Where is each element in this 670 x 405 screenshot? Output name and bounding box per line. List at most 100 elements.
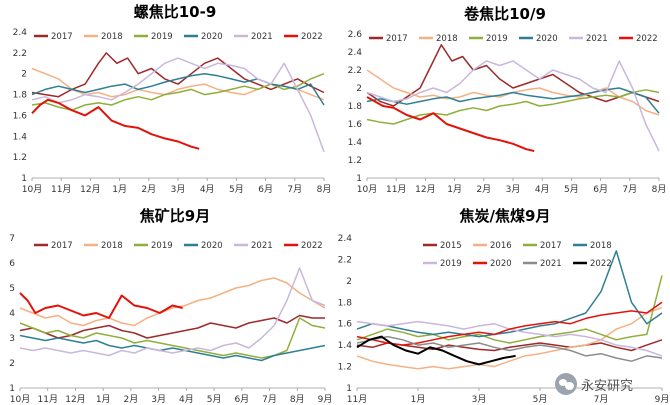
y-tick-label: 1.2 xyxy=(348,156,362,166)
legend-label-2018: 2018 xyxy=(436,34,458,44)
y-tick-label: 1.2 xyxy=(338,363,352,373)
legend-label-2015: 2015 xyxy=(440,241,462,251)
x-tick-label: 10月 xyxy=(357,184,377,195)
series-line-2017 xyxy=(31,52,325,98)
legend-label-2020: 2020 xyxy=(536,34,558,44)
legend-label-2019: 2019 xyxy=(440,259,462,269)
legend-label-2020: 2020 xyxy=(201,32,223,42)
series-line-2020 xyxy=(31,72,325,106)
legend-label-2022: 2022 xyxy=(301,241,323,251)
x-tick-label: 2月 xyxy=(124,394,139,405)
y-tick-label: 2.4 xyxy=(348,48,363,58)
chart-title: 卷焦比10/9 xyxy=(463,5,546,23)
y-tick-label: 1.8 xyxy=(348,102,363,112)
series-line-2021 xyxy=(356,335,663,362)
y-tick-label: 4 xyxy=(9,309,15,319)
y-tick-label: 1 xyxy=(9,384,15,394)
x-tick-label: 1月 xyxy=(112,184,127,195)
series-line-2017 xyxy=(356,275,663,344)
x-tick-label: 6月 xyxy=(593,184,608,195)
series-line-2019 xyxy=(366,89,660,125)
legend-label-2016: 2016 xyxy=(490,241,512,251)
legend-label-2021: 2021 xyxy=(586,34,608,44)
x-tick-label: 1月 xyxy=(411,394,426,405)
x-tick-label: 5月 xyxy=(533,394,548,405)
series-line-2017 xyxy=(19,314,325,339)
legend-label-2022: 2022 xyxy=(636,34,658,44)
y-tick-label: 1.4 xyxy=(348,138,363,148)
chart-title: 焦矿比9月 xyxy=(139,207,210,225)
legend-label-2019: 2019 xyxy=(151,32,173,42)
legend-label-2020: 2020 xyxy=(490,259,512,269)
chart-panel-rebar-coke-ratio: 螺焦比10-9 1 1.2 1.4 1.6 1.8 2 2.2 2.4 10月 11月 12月 1月 2月… xyxy=(13,3,332,195)
y-tick-label: 2.2 xyxy=(348,66,362,76)
y-tick-label: 2 xyxy=(21,70,27,80)
y-tick-label: 1 xyxy=(21,174,27,184)
legend-label-2022: 2022 xyxy=(301,32,323,42)
watermark: 永安研究 xyxy=(555,370,665,398)
y-tick-label: 7 xyxy=(9,234,15,244)
x-tick-label: 12月 xyxy=(80,184,100,195)
x-tick-label: 3月 xyxy=(506,184,521,195)
x-tick-label: 6月 xyxy=(258,184,273,195)
series-line-2015 xyxy=(356,339,663,352)
x-tick-label: 11月 xyxy=(51,184,71,195)
series-line-2022 xyxy=(366,96,535,152)
series-line-2021 xyxy=(31,57,325,153)
x-tick-label: 1月 xyxy=(447,184,462,195)
series-line-2021 xyxy=(19,267,326,357)
y-tick-label: 1.4 xyxy=(338,341,353,351)
x-tick-label: 5月 xyxy=(229,184,244,195)
x-tick-label: 7月 xyxy=(262,394,277,405)
legend-label-2017: 2017 xyxy=(51,241,73,251)
series-line-2018 xyxy=(19,277,326,327)
x-tick-label: 4月 xyxy=(179,394,194,405)
wechat-icon xyxy=(555,373,577,395)
x-tick-label: 7月 xyxy=(594,394,609,405)
x-tick-label: 11月 xyxy=(38,394,58,405)
y-tick-label: 1.6 xyxy=(13,111,28,121)
x-tick-label: 8月 xyxy=(317,184,332,195)
legend-label-2018: 2018 xyxy=(101,32,123,42)
y-tick-label: 2 xyxy=(356,84,362,94)
y-tick-label: 2 xyxy=(346,277,352,287)
x-tick-label: 10月 xyxy=(22,184,42,195)
legend-label-2021: 2021 xyxy=(251,32,273,42)
x-tick-label: 3月 xyxy=(171,184,186,195)
legend-label-2020: 2020 xyxy=(201,241,223,251)
y-tick-label: 2.4 xyxy=(338,234,353,244)
y-tick-label: 6 xyxy=(9,259,15,269)
y-tick-label: 2.2 xyxy=(338,255,352,265)
legend-label-2022: 2022 xyxy=(590,259,612,269)
series-line-2020 xyxy=(19,334,326,362)
legend-label-2021: 2021 xyxy=(251,241,273,251)
x-tick-label: 9月 xyxy=(655,394,670,405)
chart-panel-coil-coke-ratio: 卷焦比10/9 1 1.2 1.4 1.6 1.8 2 2.2 2.4 2.6 10月 11月 12月 1… xyxy=(348,5,667,195)
x-tick-label: 7月 xyxy=(622,184,637,195)
legend-label-2018: 2018 xyxy=(590,241,612,251)
y-tick-label: 2.6 xyxy=(348,30,363,40)
y-tick-label: 1 xyxy=(356,174,362,184)
x-tick-label: 2月 xyxy=(141,184,156,195)
legend-label-2017: 2017 xyxy=(386,34,408,44)
y-tick-label: 1.6 xyxy=(338,320,353,330)
y-tick-label: 3 xyxy=(9,334,15,344)
series-line-2022 xyxy=(19,292,183,319)
y-tick-label: 5 xyxy=(9,284,15,294)
legend-label-2017: 2017 xyxy=(51,32,73,42)
legend-label-2019: 2019 xyxy=(151,241,173,251)
series-line-2021 xyxy=(366,60,660,152)
x-tick-label: 5月 xyxy=(207,394,222,405)
x-tick-label: 12月 xyxy=(65,394,85,405)
watermark-text: 永安研究 xyxy=(581,378,634,394)
y-tick-label: 1.2 xyxy=(13,153,27,163)
series-line-2020 xyxy=(356,301,663,346)
x-tick-label: 7月 xyxy=(287,184,302,195)
legend-label-2018: 2018 xyxy=(101,241,123,251)
series-line-2019 xyxy=(31,73,325,111)
y-tick-label: 2 xyxy=(9,359,15,369)
x-tick-label: 3月 xyxy=(151,394,166,405)
x-tick-label: 12月 xyxy=(415,184,435,195)
chart-title: 焦炭/焦煤9月 xyxy=(459,207,551,225)
